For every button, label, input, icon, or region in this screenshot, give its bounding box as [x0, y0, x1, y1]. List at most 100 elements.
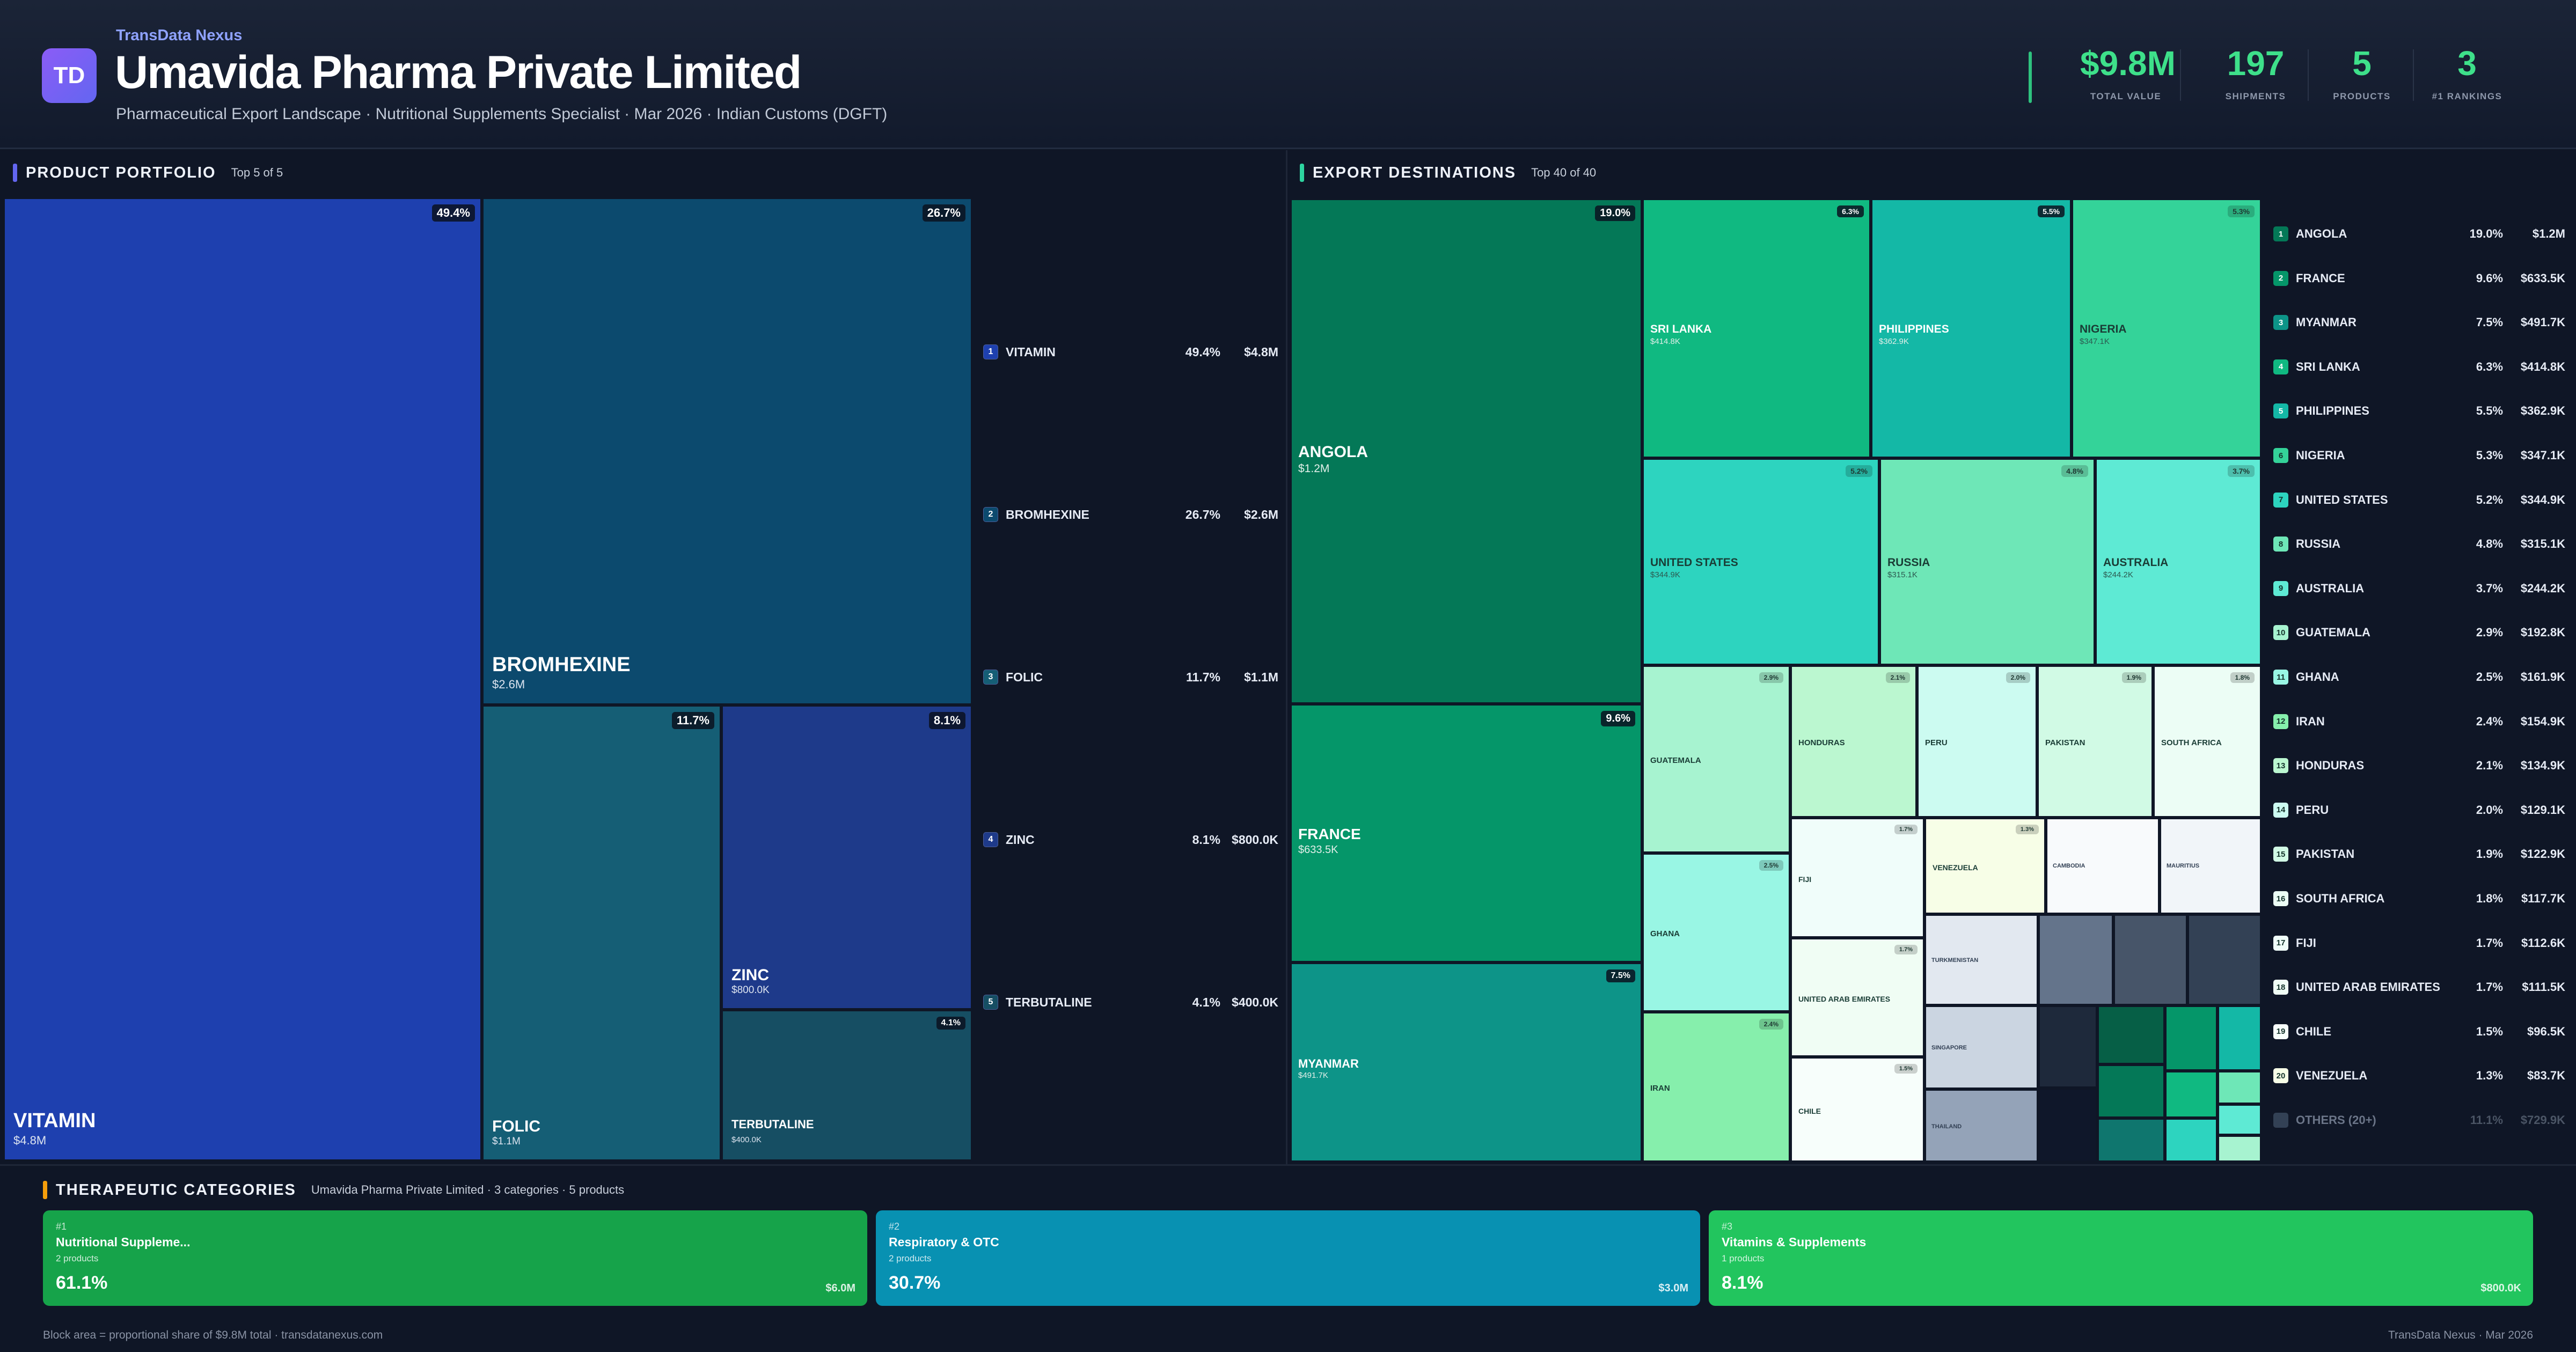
rank-badge: 12	[2273, 714, 2288, 729]
legend-label: RUSSIA	[2296, 537, 2341, 551]
legend-value: $633.5K	[2520, 271, 2565, 285]
legend-label: MYANMAR	[2296, 315, 2357, 329]
rank-badge: 15	[2273, 847, 2288, 862]
rank-badge: 2	[983, 507, 998, 522]
destination-label: GUATEMALA	[1650, 756, 1701, 765]
share-badge: 2.4%	[1759, 1019, 1783, 1030]
category-count: 1 products	[1722, 1253, 1765, 1263]
destination-block: 1.3% VENEZUELA	[1924, 818, 2046, 914]
destination-block: 1.5% CHILE	[1790, 1057, 1924, 1162]
rank-badge: 17	[2273, 935, 2288, 951]
kpi-value: $9.8M	[2080, 44, 2176, 83]
share-badge: 4.8%	[2061, 465, 2088, 477]
rank-badge: 5	[2273, 403, 2288, 419]
legend-share: 19.0%	[2469, 227, 2503, 240]
rank-badge: 2	[2273, 270, 2288, 286]
legend-item: 5 PHILIPPINES 5.5% $362.9K	[2273, 403, 2576, 419]
rank-badge: 4	[983, 832, 998, 847]
legend-label: CHILE	[2296, 1024, 2331, 1038]
rank-badge: 18	[2273, 980, 2288, 995]
logo: TD	[42, 48, 97, 103]
legend-item: 17 FIJI 1.7% $112.6K	[2273, 935, 2576, 951]
product-block: 8.1% ZINC $800.0K	[721, 705, 972, 1010]
share-badge: 6.3%	[1837, 205, 1864, 217]
legend-label: FIJI	[2296, 936, 2316, 950]
kpi-divider	[2413, 49, 2414, 101]
destination-block: 4.8% RUSSIA $315.1K	[1879, 458, 2095, 665]
share-badge: 19.0%	[1595, 205, 1635, 221]
destination-block-small	[2218, 1071, 2262, 1104]
kpi-accent-bar	[2029, 52, 2032, 103]
destination-label: VENEZUELA	[1933, 863, 1978, 872]
rank-badge: 11	[2273, 670, 2288, 685]
category-value: $3.0M	[1658, 1282, 1688, 1294]
destination-block-small	[2113, 914, 2187, 1005]
destination-label: FIJI	[1798, 875, 1812, 884]
legend-value: $729.9K	[2520, 1113, 2565, 1127]
legend-item: OTHERS (20+) 11.1% $729.9K	[2273, 1113, 2576, 1128]
category-card: #3 Vitamins & Supplements 1 products 8.1% $8…	[1709, 1210, 2533, 1306]
destination-block: TURKMENISTAN	[1924, 914, 2038, 1005]
legend-share: 1.8%	[2476, 892, 2503, 905]
product-treemap: 49.4% VITAMIN $4.8M 26.7% BROMHEXINE $2.6M 11.…	[0, 195, 974, 1162]
rank-badge: 7	[2273, 492, 2288, 508]
legend-label: FOLIC	[1006, 670, 1043, 684]
category-rank: #2	[889, 1221, 900, 1232]
legend-value: $112.6K	[2521, 936, 2565, 950]
legend-value: $344.9K	[2520, 493, 2565, 506]
destination-block: 2.0% PERU	[1917, 665, 2037, 818]
section-subtitle: Umavida Pharma Private Limited · 3 categ…	[311, 1183, 625, 1196]
destination-value: $633.5K	[1298, 844, 1338, 856]
legend-value: $347.1K	[2520, 449, 2565, 462]
rank-badge: 3	[2273, 315, 2288, 330]
destination-block-small	[2097, 1064, 2165, 1118]
legend-share: 5.5%	[2476, 404, 2503, 418]
legend-label: ZINC	[1006, 832, 1035, 847]
legend-label: IRAN	[2296, 714, 2325, 728]
product-value: $400.0K	[731, 1135, 762, 1144]
legend-share: 8.1%	[1192, 832, 1220, 847]
share-badge: 1.3%	[2015, 825, 2039, 834]
destination-block: 7.5% MYANMAR $491.7K	[1290, 962, 1642, 1162]
destination-legend: 1 ANGOLA 19.0% $1.2M 2 FRANCE 9.6% $633.5K 3 MYAN…	[2263, 195, 2576, 1162]
legend-value: $1.1M	[1244, 670, 1278, 684]
destination-block: 5.3% NIGERIA $347.1K	[2072, 199, 2262, 458]
share-badge: 49.4%	[431, 204, 475, 222]
destination-block: 3.7% AUSTRALIA $244.2K	[2095, 458, 2262, 665]
legend-share: 1.9%	[2476, 847, 2503, 861]
kpi-label: #1 RANKINGS	[2432, 91, 2502, 101]
legend-share: 4.8%	[2476, 537, 2503, 551]
legend-share: 2.4%	[2476, 714, 2503, 728]
destination-label: CAMBODIA	[2053, 863, 2085, 869]
destination-block-small	[2218, 1135, 2262, 1162]
brand-name: TransData Nexus	[116, 27, 243, 44]
product-value: $4.8M	[13, 1134, 47, 1147]
section-subtitle: Top 5 of 5	[231, 166, 283, 179]
destination-value: $491.7K	[1298, 1071, 1328, 1080]
footer-credit: TransData Nexus · Mar 2026	[2388, 1329, 2533, 1341]
rank-badge: 13	[2273, 758, 2288, 774]
legend-item: 1 VITAMIN 49.4% $4.8M	[983, 344, 1284, 359]
product-block: 26.7% BROMHEXINE $2.6M	[482, 197, 972, 705]
destination-block: 9.6% FRANCE $633.5K	[1290, 704, 1642, 962]
destination-block: CAMBODIA	[2046, 818, 2160, 914]
legend-share: 9.6%	[2476, 271, 2503, 285]
share-badge: 1.8%	[2230, 672, 2255, 683]
rank-badge: 10	[2273, 625, 2288, 641]
rank-badge: 14	[2273, 802, 2288, 818]
destination-block: 6.3% SRI LANKA $414.8K	[1642, 199, 1871, 458]
share-badge: 1.9%	[2121, 672, 2146, 683]
destination-label: NIGERIA	[2080, 323, 2127, 335]
destination-label: IRAN	[1650, 1084, 1670, 1093]
legend-item: 16 SOUTH AFRICA 1.8% $117.7K	[2273, 891, 2576, 906]
legend-item: 4 SRI LANKA 6.3% $414.8K	[2273, 359, 2576, 374]
product-legend: 1 VITAMIN 49.4% $4.8M 2 BROMHEXINE 26.7% $2.6M 3…	[974, 195, 1279, 1162]
legend-label: FRANCE	[2296, 271, 2345, 285]
categories-header: THERAPEUTIC CATEGORIES Umavida Pharma Pr…	[43, 1174, 624, 1206]
legend-label: GHANA	[2296, 670, 2339, 684]
legend-item: 18 UNITED ARAB EMIRATES 1.7% $111.5K	[2273, 980, 2576, 995]
legend-label: HONDURAS	[2296, 759, 2365, 773]
legend-label: SRI LANKA	[2296, 359, 2360, 373]
product-label: BROMHEXINE	[492, 653, 631, 676]
destination-block: 2.5% GHANA	[1642, 853, 1790, 1012]
